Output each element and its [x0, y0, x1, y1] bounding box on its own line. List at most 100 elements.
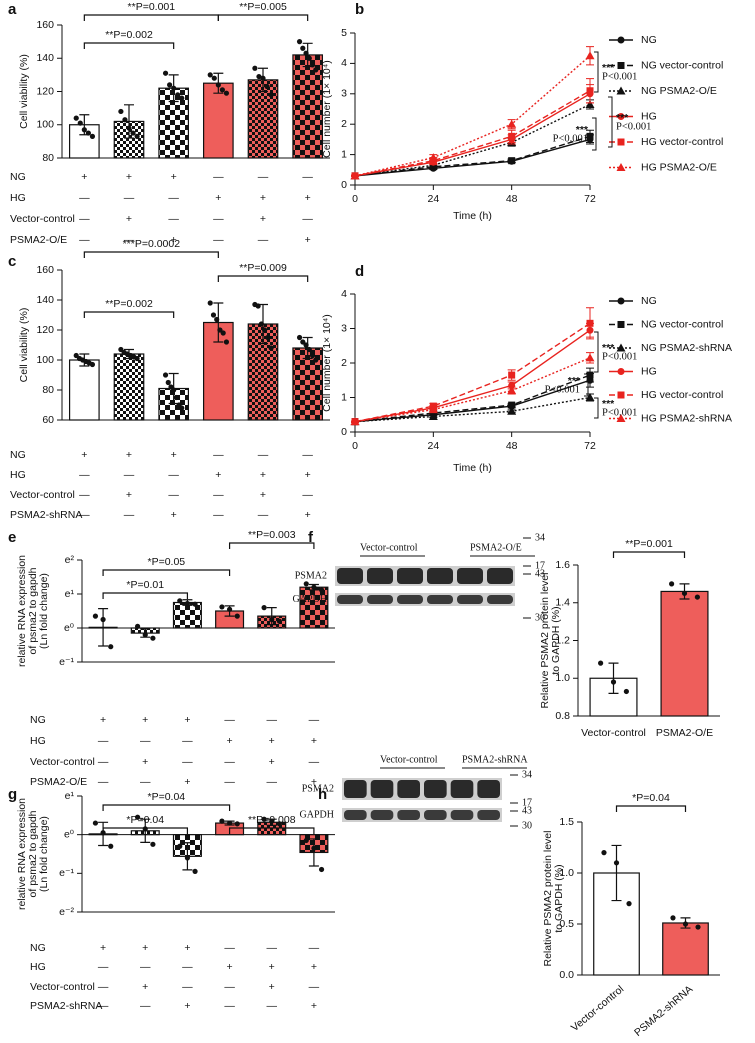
- x-tick-label: Vector-control: [569, 983, 626, 1034]
- significance-bracket: [594, 397, 599, 419]
- legend-marker: [617, 113, 625, 120]
- significance-label: **P=0.001: [625, 538, 673, 550]
- x-tick-label: 72: [584, 193, 596, 205]
- data-point: [142, 632, 148, 638]
- data-point: [311, 845, 317, 851]
- significance-label: *P=0.01: [126, 579, 164, 591]
- condition-mark: —: [124, 234, 135, 246]
- condition-mark: +: [311, 776, 317, 788]
- condition-mark: +: [142, 981, 148, 993]
- condition-mark: —: [79, 234, 90, 246]
- y-tick-label: e²: [65, 554, 75, 566]
- bar: [68, 359, 100, 421]
- data-point: [234, 613, 240, 619]
- condition-mark: +: [269, 735, 275, 747]
- size-marker-label: 34: [535, 532, 545, 543]
- data-point: [215, 82, 221, 88]
- data-point: [162, 372, 169, 378]
- condition-mark: +: [311, 961, 317, 973]
- x-tick-label: Vector-control: [581, 727, 646, 739]
- y-axis-label: Cell viability (%): [18, 54, 30, 129]
- data-point: [184, 600, 191, 607]
- significance-label: P<0.001: [545, 384, 580, 395]
- legend-label: HG: [641, 110, 657, 122]
- y-tick-label: 0.8: [555, 710, 570, 722]
- marker: [585, 51, 595, 60]
- significance-label: *P=0.04: [147, 791, 185, 803]
- y-tick-label: 100: [36, 119, 54, 131]
- panel-letter: d: [355, 263, 364, 280]
- blot-band: [397, 780, 420, 798]
- condition-mark: +: [81, 171, 87, 183]
- legend-label: HG vector-control: [641, 136, 723, 148]
- significance-stars: ***: [602, 62, 615, 74]
- condition-mark: +: [260, 192, 266, 204]
- blot-group-label: PSMA2-O/E: [470, 542, 522, 553]
- series-line: [354, 379, 591, 423]
- x-tick-label: 0: [352, 440, 358, 452]
- y-tick-label: 1: [341, 148, 347, 160]
- data-point: [130, 130, 136, 136]
- series-line: [354, 135, 591, 177]
- y-axis-label: of psma2 to gapdh: [27, 567, 39, 654]
- significance-label: **P=0.008: [248, 814, 296, 826]
- size-marker-label: 30: [535, 612, 545, 623]
- condition-mark: —: [224, 776, 235, 788]
- data-point: [694, 594, 700, 600]
- data-point: [177, 598, 183, 604]
- condition-mark: +: [126, 449, 132, 461]
- data-point: [269, 818, 275, 824]
- data-point: [598, 660, 604, 666]
- data-point: [142, 826, 148, 832]
- significance-bracket: [612, 551, 686, 558]
- significance-label: *P=0.05: [147, 556, 185, 568]
- y-tick-label: 0.5: [559, 918, 574, 930]
- legend-marker: [616, 163, 626, 171]
- data-point: [264, 83, 270, 90]
- y-tick-label: 100: [36, 354, 54, 366]
- data-point: [92, 613, 99, 619]
- data-point: [601, 850, 607, 856]
- condition-mark: —: [98, 1000, 109, 1012]
- legend-label: NG vector-control: [641, 318, 723, 330]
- condition-mark: +: [260, 489, 266, 501]
- y-tick-label: 1.2: [555, 634, 570, 646]
- series-line: [354, 93, 591, 177]
- legend-marker: [617, 36, 625, 44]
- marker: [428, 411, 438, 420]
- x-tick-label: 48: [506, 440, 518, 452]
- y-axis-label: to GAPDH (%): [553, 864, 565, 932]
- condition-mark: —: [79, 469, 90, 481]
- condition-mark: —: [224, 756, 235, 768]
- y-tick-label: 1: [341, 391, 347, 403]
- data-point: [303, 342, 309, 348]
- condition-mark: —: [182, 981, 193, 993]
- condition-label: PSMA2-O/E: [30, 776, 87, 788]
- marker: [350, 417, 360, 426]
- y-tick-label: 120: [36, 85, 54, 97]
- condition-mark: —: [213, 449, 224, 461]
- significance-label: **P=0.005: [239, 1, 287, 13]
- y-tick-label: e¹: [65, 588, 75, 600]
- significance-bracket: [102, 827, 189, 834]
- error-bar: [611, 844, 622, 902]
- condition-mark: —: [168, 213, 179, 225]
- significance-stars: ***: [602, 398, 615, 410]
- significance-bracket: [584, 373, 589, 397]
- y-axis-label: (Ln fold change): [38, 573, 50, 649]
- blot-band: [477, 810, 500, 820]
- significance-label: *P=0.04: [632, 792, 670, 804]
- significance-bracket: [83, 14, 219, 21]
- bar: [292, 54, 324, 159]
- condition-mark: +: [305, 469, 311, 481]
- bar: [299, 586, 329, 629]
- marker: [507, 406, 517, 415]
- data-point: [670, 915, 676, 921]
- size-marker-label: 34: [522, 769, 532, 780]
- data-point: [179, 405, 185, 411]
- data-point: [207, 72, 213, 78]
- x-tick-label: PSMA2-O/E: [656, 727, 713, 739]
- data-point: [219, 604, 225, 610]
